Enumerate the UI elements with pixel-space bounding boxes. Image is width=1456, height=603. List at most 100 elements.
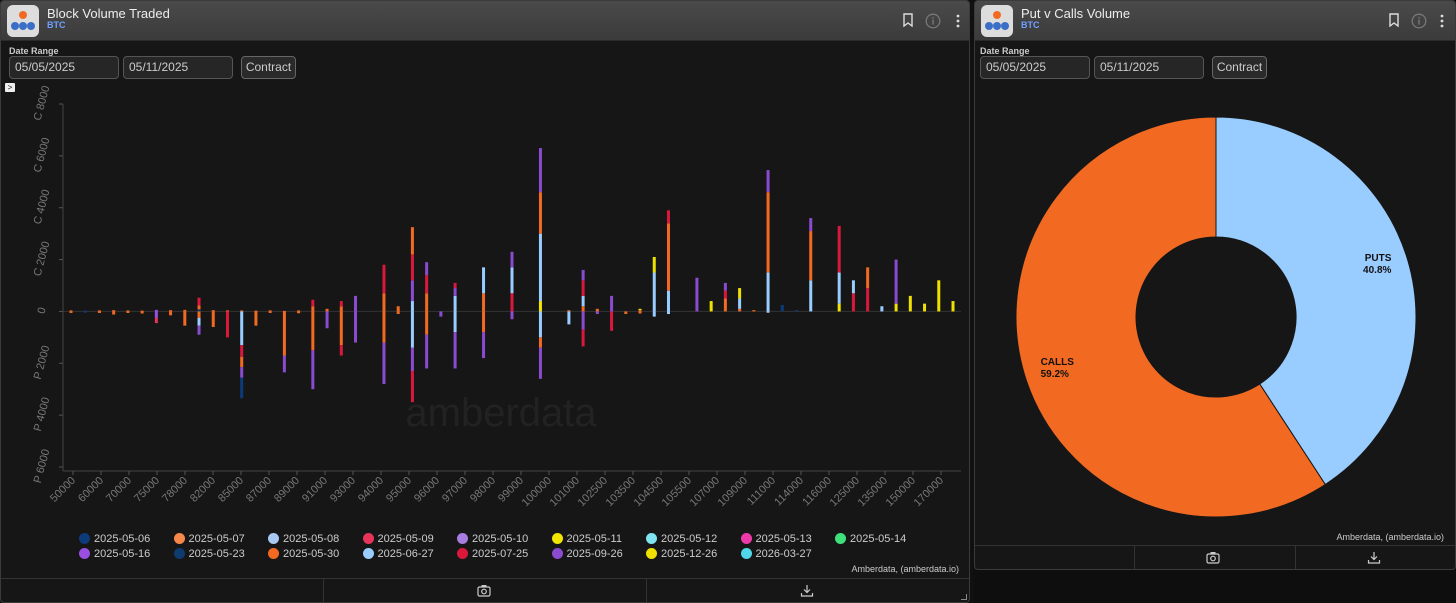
call-bar-segment[interactable] [382, 293, 386, 312]
call-bar-segment[interactable] [581, 306, 585, 312]
call-bar-segment[interactable] [197, 305, 201, 310]
call-bar-segment[interactable] [766, 170, 770, 193]
legend-item[interactable]: 2025-05-07 [173, 531, 269, 546]
legend-item[interactable]: 2025-05-13 [740, 531, 836, 546]
call-bar-segment[interactable] [69, 310, 73, 312]
put-bar-segment[interactable] [396, 311, 400, 315]
end-date-input[interactable]: 05/11/2025 [123, 56, 233, 79]
call-bar-segment[interactable] [738, 288, 742, 299]
call-bar-segment[interactable] [453, 282, 457, 289]
call-bar-segment[interactable] [780, 304, 784, 312]
call-bar-segment[interactable] [83, 310, 87, 312]
legend-item[interactable]: 2025-05-23 [173, 546, 269, 561]
put-bar-segment[interactable] [610, 311, 614, 331]
put-bar-segment[interactable] [425, 334, 429, 369]
call-bar-segment[interactable] [652, 272, 656, 312]
contract-button[interactable]: Contract [241, 56, 296, 79]
put-bar-segment[interactable] [538, 311, 542, 338]
bookmark-icon[interactable] [901, 13, 915, 29]
legend-item[interactable]: 2025-05-11 [551, 531, 647, 546]
call-bar-segment[interactable] [638, 308, 642, 311]
put-bar-segment[interactable] [311, 311, 315, 351]
legend-item[interactable]: 2025-12-26 [646, 546, 741, 561]
start-date-input[interactable]: 05/05/2025 [9, 56, 119, 79]
call-bar-segment[interactable] [652, 256, 656, 273]
put-bar-segment[interactable] [297, 311, 301, 314]
legend-item[interactable]: 2025-05-08 [268, 531, 363, 546]
start-date-input[interactable]: 05/05/2025 [980, 56, 1090, 79]
put-bar-segment[interactable] [325, 311, 329, 329]
call-bar-segment[interactable] [581, 295, 585, 307]
put-bar-segment[interactable] [169, 311, 173, 316]
legend-item[interactable]: 2025-05-12 [646, 531, 741, 546]
call-bar-segment[interactable] [325, 308, 329, 312]
pie-slice-calls[interactable] [1015, 116, 1326, 518]
put-bar-segment[interactable] [97, 311, 101, 313]
call-bar-segment[interactable] [738, 298, 742, 309]
legend-item[interactable]: 2025-07-25 [457, 546, 552, 561]
call-bar-segment[interactable] [610, 295, 614, 312]
put-bar-segment[interactable] [197, 317, 201, 326]
call-bar-segment[interactable] [766, 272, 770, 312]
call-bar-segment[interactable] [510, 267, 514, 294]
put-bar-segment[interactable] [240, 345, 244, 357]
call-bar-segment[interactable] [112, 310, 116, 312]
put-bar-segment[interactable] [425, 311, 429, 335]
put-bar-segment[interactable] [282, 311, 286, 356]
put-bar-segment[interactable] [538, 347, 542, 379]
put-bar-segment[interactable] [126, 311, 130, 313]
call-bar-segment[interactable] [510, 251, 514, 268]
put-bar-segment[interactable] [254, 311, 258, 326]
call-bar-segment[interactable] [538, 148, 542, 193]
legend-item[interactable]: 2026-03-27 [740, 546, 836, 561]
call-bar-segment[interactable] [581, 269, 585, 281]
call-bar-segment[interactable] [809, 280, 813, 312]
put-bar-segment[interactable] [197, 311, 201, 318]
call-bar-segment[interactable] [382, 264, 386, 294]
expand-toggle[interactable]: > [5, 83, 15, 92]
put-bar-segment[interactable] [410, 311, 414, 348]
call-bar-segment[interactable] [282, 310, 286, 312]
put-bar-segment[interactable] [581, 329, 585, 347]
put-bar-segment[interactable] [225, 311, 229, 338]
call-bar-segment[interactable] [937, 280, 941, 312]
put-bar-segment[interactable] [382, 311, 386, 343]
put-bar-segment[interactable] [410, 347, 414, 372]
call-bar-segment[interactable] [809, 231, 813, 281]
call-bar-segment[interactable] [169, 310, 173, 312]
bookmark-icon[interactable] [1387, 13, 1401, 29]
call-bar-segment[interactable] [738, 308, 742, 312]
info-icon[interactable] [925, 13, 941, 29]
call-bar-segment[interactable] [154, 309, 158, 312]
call-bar-segment[interactable] [695, 277, 699, 312]
call-bar-segment[interactable] [908, 295, 912, 312]
put-bar-segment[interactable] [453, 332, 457, 369]
put-bar-segment[interactable] [154, 311, 158, 318]
call-bar-segment[interactable] [410, 227, 414, 255]
call-bar-segment[interactable] [410, 254, 414, 281]
put-bar-segment[interactable] [567, 311, 571, 325]
screenshot-button[interactable] [324, 579, 647, 602]
put-bar-segment[interactable] [140, 311, 144, 314]
call-bar-segment[interactable] [723, 298, 727, 312]
contract-button[interactable]: Contract [1212, 56, 1267, 79]
call-bar-segment[interactable] [183, 309, 187, 312]
end-date-input[interactable]: 05/11/2025 [1094, 56, 1204, 79]
call-bar-segment[interactable] [425, 262, 429, 276]
call-bar-segment[interactable] [894, 259, 898, 304]
call-bar-segment[interactable] [510, 293, 514, 312]
legend-item[interactable]: 2025-06-27 [362, 546, 458, 561]
call-bar-segment[interactable] [723, 290, 727, 299]
call-bar-segment[interactable] [666, 290, 670, 312]
call-bar-segment[interactable] [866, 288, 870, 312]
call-bar-segment[interactable] [666, 223, 670, 291]
download-button[interactable] [647, 579, 969, 602]
call-bar-segment[interactable] [482, 267, 486, 294]
legend-item[interactable]: 2025-05-10 [457, 531, 552, 546]
call-bar-segment[interactable] [425, 275, 429, 294]
put-bar-segment[interactable] [339, 311, 343, 346]
call-bar-segment[interactable] [581, 280, 585, 296]
call-bar-segment[interactable] [851, 293, 855, 312]
put-bar-segment[interactable] [624, 311, 628, 315]
put-bar-segment[interactable] [439, 311, 443, 317]
